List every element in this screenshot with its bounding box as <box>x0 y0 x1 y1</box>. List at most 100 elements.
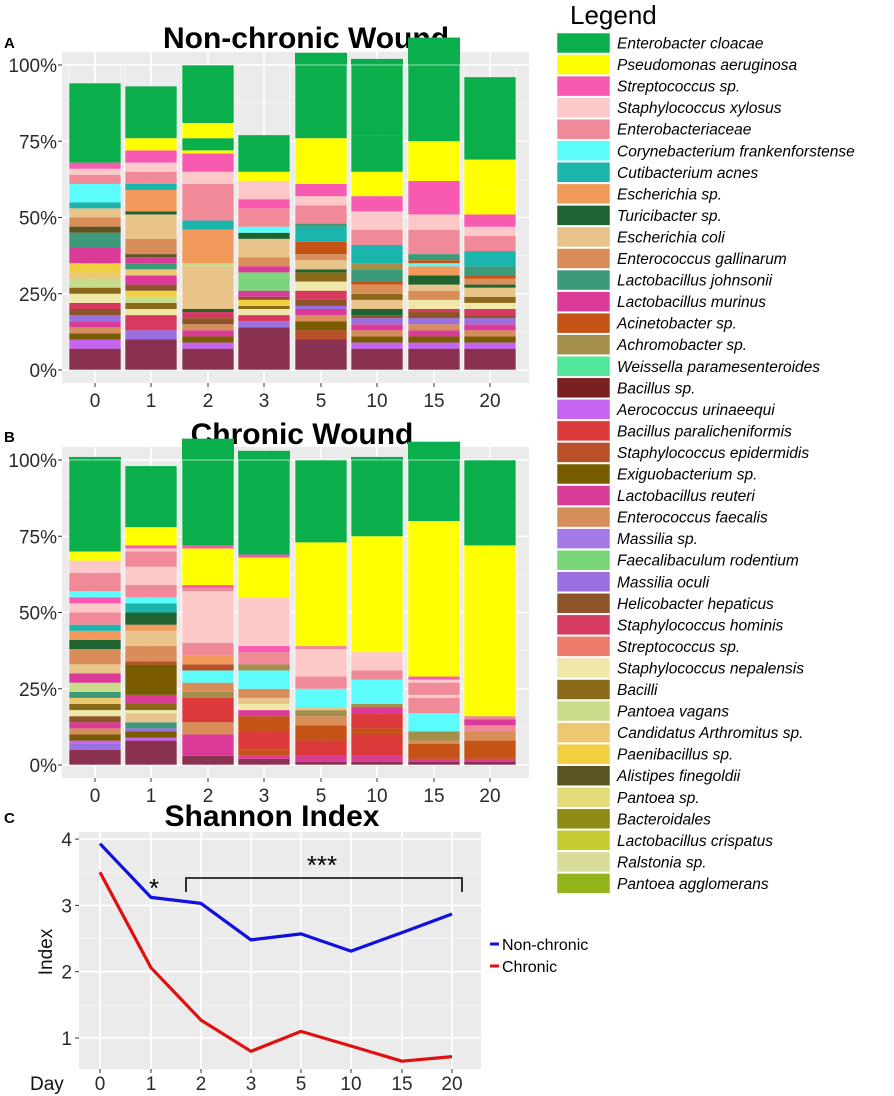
bar-segment <box>69 232 121 248</box>
bar-segment <box>182 734 234 756</box>
bar-segment <box>238 180 290 200</box>
panel-c-lines <box>98 842 453 1063</box>
bar-segment <box>408 348 460 370</box>
legend-item-label: Pantoea sp. <box>617 790 700 807</box>
bar-segment <box>182 324 234 331</box>
bar-segment <box>295 716 347 726</box>
bar-segment <box>464 716 516 720</box>
bar-segment <box>182 670 234 683</box>
legend-swatch <box>556 269 611 291</box>
bar-segment <box>238 557 290 598</box>
legend-swatch <box>556 485 611 506</box>
bar-segment <box>351 269 403 282</box>
bar-segment <box>408 694 460 698</box>
bar-segment <box>408 758 460 762</box>
bar-segment <box>69 722 121 729</box>
legend-item-label: Pseudomonas aeruginosa <box>617 57 797 74</box>
panel-c-grid <box>79 832 481 1069</box>
legend-swatch <box>556 873 611 894</box>
bar-segment <box>295 460 347 543</box>
legend-item-label: Enterobacteriaceae <box>617 122 752 139</box>
bar-segment <box>295 315 347 322</box>
bar-segment <box>182 588 234 592</box>
bar-segment <box>238 755 290 759</box>
bar-segment <box>125 694 177 704</box>
sig-single-star: * <box>149 873 159 903</box>
bar-segment <box>125 214 177 239</box>
bar-segment <box>182 183 234 221</box>
bar-segment <box>295 646 347 650</box>
panel-c-plot-bg <box>79 832 481 1069</box>
bar-segment <box>182 266 234 309</box>
bar-segment <box>238 652 290 665</box>
legend-swatch <box>556 248 611 269</box>
bar-segment <box>69 639 121 650</box>
sig-triple-star: *** <box>307 850 337 880</box>
bar-segment <box>295 196 347 206</box>
bar-segment <box>351 196 403 212</box>
bar-segment <box>408 180 460 215</box>
bar-segment <box>125 330 177 340</box>
bar-outline <box>181 459 235 766</box>
bar-segment <box>238 688 290 698</box>
bar-segment <box>295 260 347 270</box>
bar-segment <box>182 697 234 723</box>
legend-item-label: Bacillus paralicheniformis <box>617 423 792 440</box>
bar-segment <box>408 697 460 714</box>
panel-c-y-ticks: 1 2 3 4 <box>61 830 79 1050</box>
bar-segment <box>351 318 403 325</box>
bar-segment <box>182 138 234 151</box>
bar-segment <box>295 290 347 300</box>
bar-segment <box>464 287 516 297</box>
bar-segment <box>238 710 290 717</box>
bar-segment <box>408 761 460 765</box>
bar-segment <box>464 159 516 191</box>
legend-label-chronic: Chronic <box>502 959 557 976</box>
legend-item-label: Exiguobacterium sp. <box>617 467 757 484</box>
x-tick-label: 15 <box>423 391 444 412</box>
line-non-chronic <box>98 842 453 953</box>
bar-segment <box>295 710 347 717</box>
bar-segment <box>408 324 460 331</box>
legend-item-label: Massilia sp. <box>617 531 698 548</box>
bar-segment <box>125 284 177 291</box>
legend-item-label: Bacilli <box>617 682 658 699</box>
legend-swatch <box>556 722 611 743</box>
bar-segment <box>238 272 290 291</box>
bar-segment <box>125 597 177 604</box>
bar-segment <box>295 725 347 741</box>
bar-segment <box>182 655 234 665</box>
bar-segment <box>464 318 516 325</box>
bar-segment <box>351 211 403 230</box>
legend-swatch <box>556 140 611 161</box>
y-tick-label: 1 <box>61 1029 72 1050</box>
legend-item-label: Escherichia coli <box>617 229 725 246</box>
bar-segment <box>69 456 121 552</box>
legend-swatch <box>556 571 611 592</box>
x-tick-label: 10 <box>340 1074 361 1095</box>
bar-segment <box>408 679 460 683</box>
bar-segment <box>351 336 403 343</box>
bar-segment <box>464 251 516 267</box>
x-tick-label: 20 <box>479 786 500 807</box>
legend-swatch <box>556 334 611 355</box>
bar-segment <box>182 65 234 123</box>
bar-segment <box>351 734 403 756</box>
bar-segment <box>125 162 177 172</box>
legend-item-label: Achromobacter sp. <box>616 337 747 354</box>
bar-segment <box>182 312 234 319</box>
bar-segment <box>125 150 177 163</box>
bar-segment <box>295 321 347 331</box>
bar-segment <box>69 302 121 309</box>
bar-segment <box>125 624 177 631</box>
bar-segment <box>351 655 403 671</box>
legend-item-label: Streptococcus sp. <box>617 639 740 656</box>
bar-outline <box>407 64 461 371</box>
legend-swatch <box>556 356 611 377</box>
bar-segment <box>125 737 177 741</box>
bar-segment <box>408 299 460 309</box>
bar-outline <box>294 459 348 766</box>
bar-segment <box>351 707 403 714</box>
y-tick-label: 2 <box>61 963 72 984</box>
bar-segment <box>238 238 290 258</box>
